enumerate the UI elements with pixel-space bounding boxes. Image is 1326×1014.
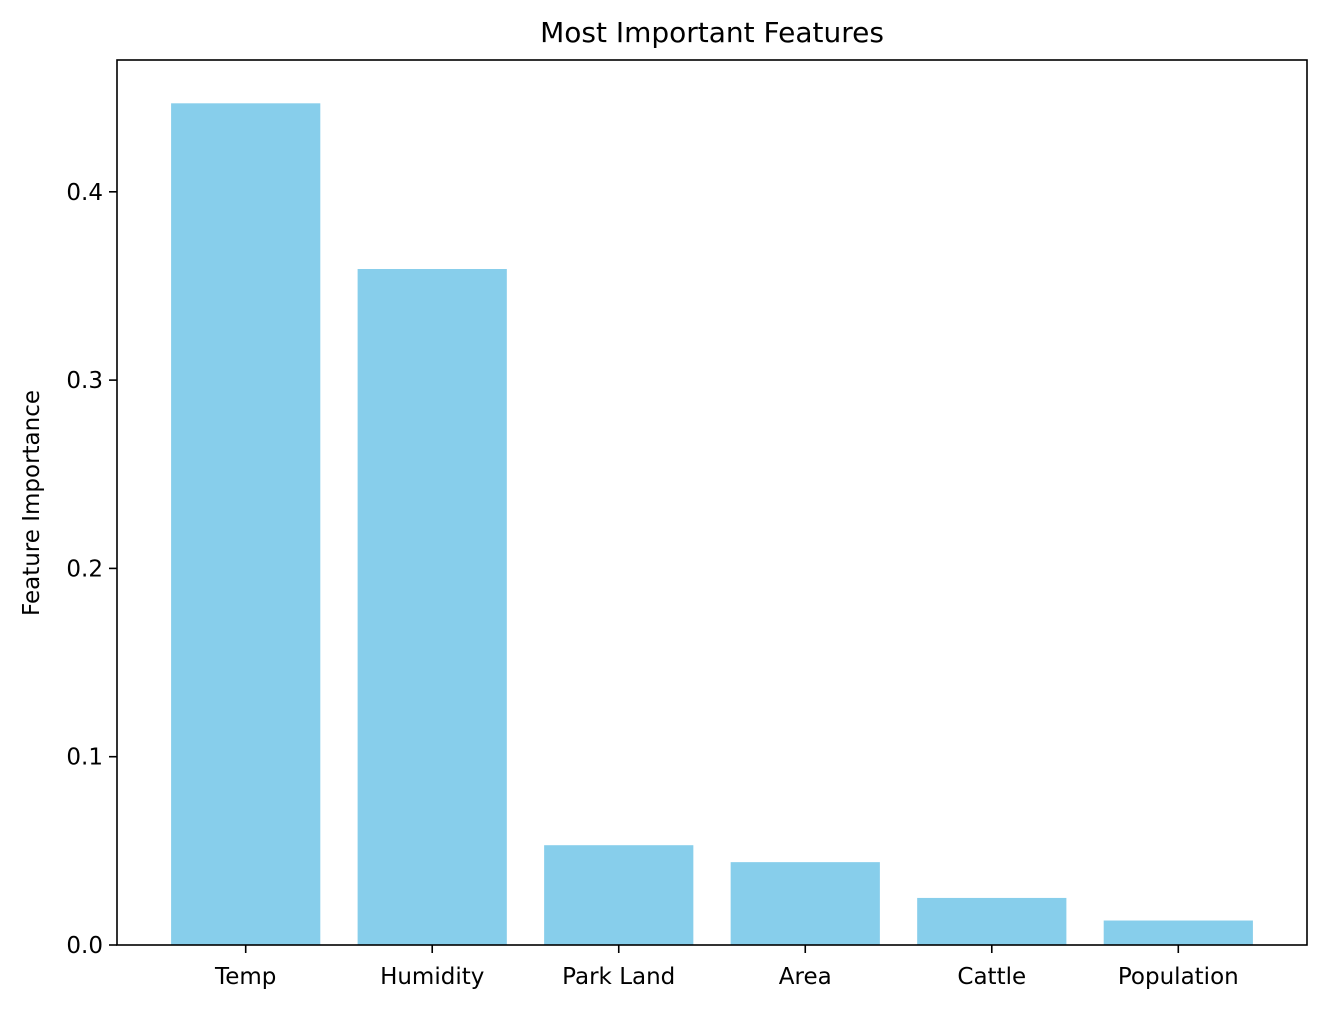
x-axis-ticks: Temp Humidity Park Land Area Cattle Populatio… <box>214 945 1239 990</box>
bar-humidity <box>357 269 507 946</box>
x-tick-label: Temp <box>214 964 276 990</box>
bar-park-land <box>544 845 694 945</box>
plot-area-frame <box>116 59 1308 946</box>
y-tick-label: 0.3 <box>66 368 103 394</box>
x-tick-label: Area <box>779 964 832 990</box>
y-axis-ticks: 0.0 0.1 0.2 0.3 0.4 <box>66 180 117 959</box>
chart-title: Most Important Features <box>540 16 884 49</box>
y-tick-label: 0.0 <box>66 933 103 959</box>
x-tick-label: Cattle <box>957 964 1026 990</box>
x-tick-label: Population <box>1118 964 1239 990</box>
bar-area <box>730 862 880 945</box>
y-axis-label: Feature Importance <box>19 390 45 616</box>
y-tick-label: 0.4 <box>66 180 103 206</box>
y-tick-label: 0.1 <box>66 745 103 771</box>
bar-temp <box>171 103 321 945</box>
y-tick-label: 0.2 <box>66 556 103 582</box>
x-tick-label: Humidity <box>380 964 484 990</box>
bars-group <box>171 103 1253 946</box>
bar-population <box>1103 920 1253 945</box>
x-tick-label: Park Land <box>562 964 675 990</box>
bar-cattle <box>917 897 1067 945</box>
